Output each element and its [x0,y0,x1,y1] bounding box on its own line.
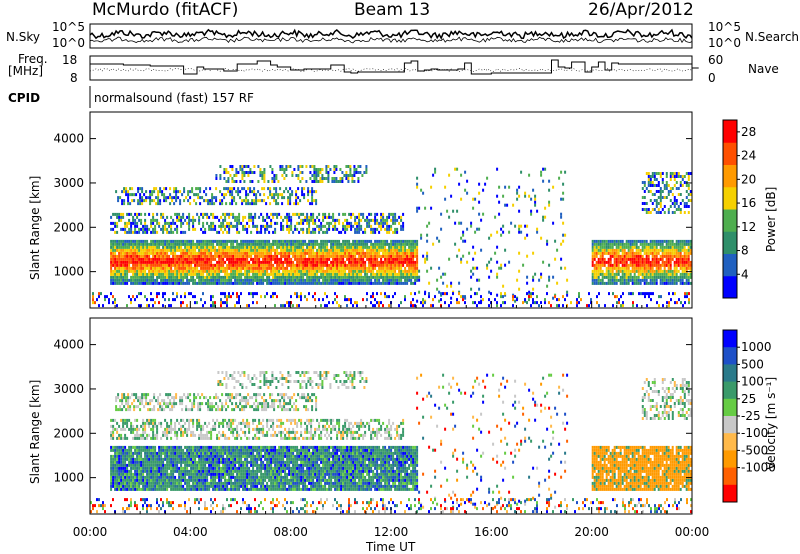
velocity-colorbar-segment [723,467,737,486]
nsky-label: N.Sky [6,30,41,44]
power-colorbar-segment [723,164,737,188]
power-ytick-label: 2000 [53,220,84,234]
power-colorbar-segment [723,209,737,232]
power-colorbar-tick-label: 8 [741,244,749,258]
velocity-colorbar-segment [723,364,737,383]
noise-right-tick-bottom: 10^0 [708,36,741,50]
velocity-colorbar-segment [723,398,737,417]
beam-title: Beam 13 [354,0,431,20]
velocity-colorbar-segment [723,347,737,365]
cpid-label: CPID [8,91,41,105]
power-colorbar-segment [723,231,737,254]
noise-panel [89,23,693,49]
noise-sky-trace [89,28,693,40]
noise-right-tick-top: 10^5 [708,20,741,34]
noise-search-trace [89,36,693,44]
x-axis-title: Time UT [366,540,416,554]
velocity-colorbar-segment [723,416,737,434]
velocity-colorbar-tick-label: 500 [741,357,764,371]
velocity-colorbar-tick-label: 25 [741,392,756,406]
colorbars: 4 8 12 16 20 24 28 1000 500 100 25 -25 -100 -500 -1000 [722,119,776,503]
freq-unit-label: [MHz] [8,64,44,78]
velocity-ytick-label: 4000 [53,338,84,352]
cpid-text: normalsound (fast) 157 RF [94,91,254,105]
power-colorbar-tick-label: 12 [741,220,756,234]
noise-left-tick-top: 10^5 [52,20,85,34]
power-colorbar-tick-label: 16 [741,196,756,210]
velocity-ytick-label: 3000 [53,382,84,396]
velocity-panel: 1000 2000 3000 4000 [53,317,693,515]
freq-left-tick-bottom: 8 [70,71,78,85]
velocity-colorbar-segment [723,433,737,451]
power-colorbar-segment [723,120,737,143]
power-colorbar-label: Power [dB] [764,186,778,252]
x-tick-label: 12:00 [374,525,409,539]
nave-right-tick-top: 60 [708,53,724,67]
freq-label: Freq. [18,52,48,66]
velocity-ytick-label: 1000 [53,471,84,485]
noise-frame [89,23,693,49]
noise-left-tick-bottom: 10^0 [52,36,85,50]
power-colorbar-segment [723,186,737,210]
frequency-panel [89,55,699,108]
power-colorbar-tick-label: 24 [741,149,756,163]
freq-left-tick-top: 18 [62,53,78,67]
velocity-colorbar-segment [723,450,737,469]
nave-label: Nave [748,62,779,76]
velocity-colorbar-tick-label: -100 [741,426,768,440]
velocity-colorbar-segment [723,330,737,348]
nsearch-label: N.Search [745,30,800,44]
freq-trace [90,59,699,75]
velocity-colorbar-segment [723,381,737,400]
power-colorbar-segment [723,142,737,165]
station-title: McMurdo (fitACF) [92,0,239,20]
power-ytick-label: 1000 [53,265,84,279]
velocity-colorbar-tick-label: -1000 [741,461,776,475]
freq-frame [89,55,693,81]
x-tick-label: 04:00 [173,525,208,539]
x-tick-label: 20:00 [574,525,609,539]
date-title: 26/Apr/2012 [588,0,694,20]
velocity-colorbar-tick-label: -25 [741,409,761,423]
power-colorbar-tick-label: 4 [741,267,749,281]
power-colorbar-frame [722,119,738,299]
power-colorbar-tick-label: 28 [741,125,756,139]
power-colorbar-tick-label: 20 [741,172,756,186]
power-ytick-label: 3000 [53,176,84,190]
x-tick-label: 00:00 [675,525,710,539]
nave-trace [89,68,693,72]
velocity-colorbar-tick-label: -500 [741,443,768,457]
power-colorbar-segment [723,275,737,299]
velocity-colorbar-label: Velocity [m s⁻¹] [764,376,778,470]
power-ytick-label: 4000 [53,132,84,146]
power-ylabel: Slant Range [km] [28,175,42,280]
velocity-colorbar-tick-label: 100 [741,375,764,389]
velocity-ytick-label: 2000 [53,426,84,440]
velocity-ylabel: Slant Range [km] [28,379,42,484]
velocity-colorbar-segment [723,484,737,503]
x-tick-label: 00:00 [73,525,108,539]
nave-right-tick-bottom: 0 [708,71,716,85]
power-colorbar-segment [723,253,737,277]
x-tick-label: 16:00 [474,525,509,539]
velocity-colorbar-tick-label: 1000 [741,340,772,354]
power-panel: 1000 2000 3000 4000 [53,111,693,309]
x-tick-label: 08:00 [273,525,308,539]
